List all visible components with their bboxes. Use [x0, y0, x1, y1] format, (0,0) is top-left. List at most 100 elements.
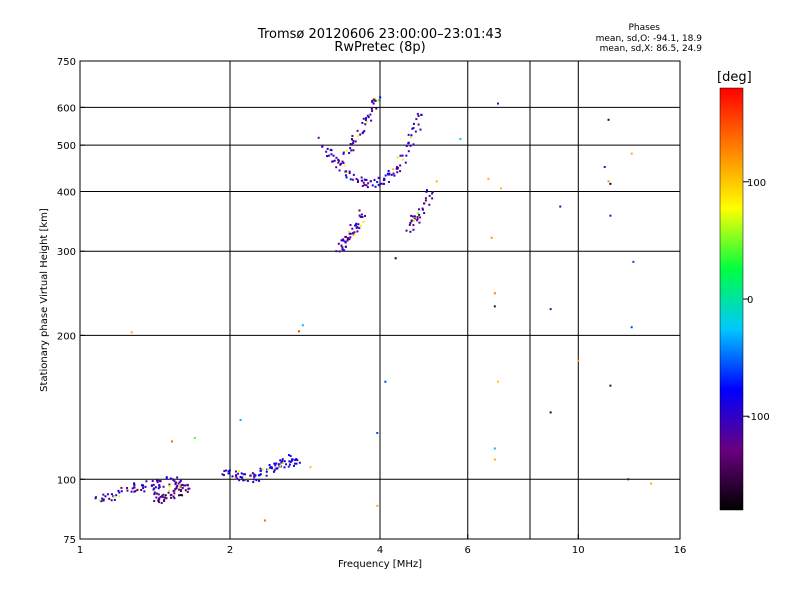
y-tick-label: 600 — [57, 103, 76, 114]
data-point — [411, 215, 414, 218]
x-tick-label: 1 — [77, 545, 83, 556]
data-point — [178, 494, 181, 497]
data-point — [292, 464, 295, 467]
data-point — [365, 178, 368, 181]
data-point — [158, 498, 161, 501]
data-point — [344, 174, 347, 177]
data-point — [392, 168, 395, 171]
chart-subtitle: RwPretec (8p) — [334, 40, 426, 55]
data-point — [361, 185, 364, 188]
data-point — [420, 114, 423, 117]
data-point — [287, 465, 290, 468]
data-point — [399, 164, 402, 167]
data-point — [349, 143, 352, 146]
data-point — [370, 119, 373, 122]
data-point — [102, 493, 105, 496]
data-point — [186, 490, 189, 493]
data-point — [298, 461, 301, 464]
data-point — [281, 458, 284, 461]
data-point — [236, 477, 239, 480]
data-point — [142, 487, 145, 490]
data-point — [296, 459, 299, 462]
data-point — [396, 167, 399, 170]
data-point — [141, 484, 144, 487]
data-point — [126, 489, 129, 492]
data-point — [273, 469, 276, 472]
data-point — [410, 134, 413, 137]
data-point — [410, 214, 413, 217]
data-point — [157, 499, 160, 502]
data-point — [355, 177, 358, 180]
data-point — [317, 136, 320, 139]
data-point — [607, 180, 610, 183]
data-point — [244, 478, 247, 481]
data-point — [344, 235, 347, 238]
data-point — [375, 107, 378, 110]
data-point — [435, 180, 438, 183]
colorbar-tick-label: -100 — [747, 412, 770, 423]
data-point — [164, 494, 167, 497]
data-point — [173, 489, 176, 492]
data-point — [153, 493, 156, 496]
data-point — [346, 236, 349, 239]
data-point — [168, 483, 171, 486]
data-point — [349, 232, 352, 235]
data-point — [161, 495, 164, 498]
data-point — [418, 208, 421, 211]
data-point — [342, 238, 345, 241]
x-axis-ticks: 1 2 4 6 10 16 — [77, 534, 686, 556]
data-point — [253, 473, 256, 476]
data-point — [163, 496, 166, 499]
data-point — [577, 359, 580, 362]
data-point — [405, 145, 408, 148]
data-point — [377, 183, 380, 186]
phases-heading: Phases — [628, 23, 660, 33]
data-point — [145, 480, 148, 483]
y-tick-label: 75 — [63, 535, 76, 546]
data-point — [155, 479, 158, 482]
data-point — [630, 152, 633, 155]
data-point — [193, 436, 196, 439]
data-point — [295, 462, 298, 465]
data-point — [423, 212, 426, 215]
data-point — [377, 177, 380, 180]
data-point — [360, 179, 363, 182]
data-point — [428, 203, 431, 206]
data-point — [133, 483, 136, 486]
data-point — [376, 431, 379, 434]
data-point — [376, 181, 379, 184]
data-point — [153, 500, 156, 503]
data-point — [172, 478, 175, 481]
data-point — [169, 494, 172, 497]
data-point — [143, 490, 146, 493]
data-point — [326, 155, 329, 158]
data-point — [396, 171, 399, 174]
data-point — [118, 495, 121, 498]
data-point — [260, 469, 263, 472]
data-point — [342, 249, 345, 252]
data-point — [343, 164, 346, 167]
data-point — [405, 154, 408, 157]
data-point — [367, 182, 370, 185]
data-point — [283, 460, 286, 463]
data-point — [373, 97, 376, 100]
data-point — [431, 192, 434, 195]
data-point — [348, 238, 351, 241]
data-point — [549, 411, 552, 414]
data-point — [283, 466, 286, 469]
data-point — [289, 460, 292, 463]
data-point — [431, 197, 434, 200]
data-point — [281, 462, 284, 465]
data-point — [386, 172, 389, 175]
data-point — [342, 152, 345, 155]
data-point — [365, 184, 368, 187]
data-point — [609, 214, 612, 217]
data-point — [231, 475, 234, 478]
data-point — [110, 493, 113, 496]
data-point — [187, 487, 190, 490]
data-point — [113, 495, 116, 498]
data-point — [372, 98, 375, 101]
data-point — [241, 476, 244, 479]
data-point — [173, 497, 176, 500]
data-point — [359, 224, 362, 227]
